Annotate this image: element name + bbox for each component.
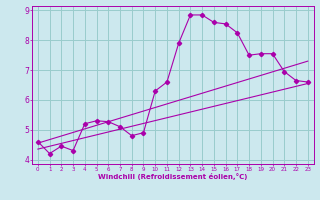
X-axis label: Windchill (Refroidissement éolien,°C): Windchill (Refroidissement éolien,°C) — [98, 173, 247, 180]
